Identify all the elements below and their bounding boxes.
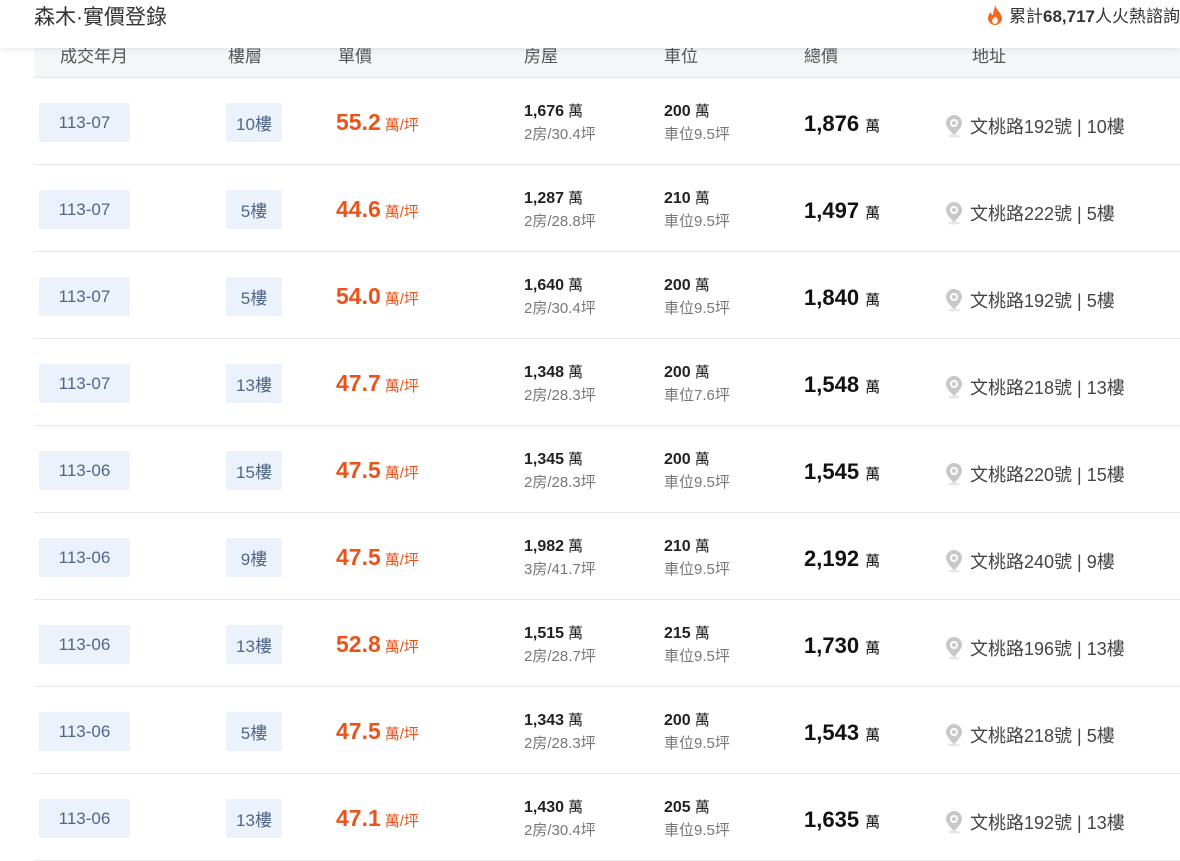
date-chip: 113-07: [39, 190, 130, 229]
house-info: 1,515 萬 2房/28.7坪: [524, 625, 596, 665]
floor-chip: 13樓: [226, 364, 282, 403]
map-pin-icon: [946, 811, 962, 834]
col-parking: 車位: [664, 47, 698, 66]
house-info: 1,287 萬 2房/28.8坪: [524, 190, 596, 230]
map-pin-icon: [946, 376, 962, 399]
date-chip: 113-06: [39, 451, 130, 490]
col-total: 總價: [804, 47, 838, 66]
unit-price: 54.0 萬/坪: [336, 283, 419, 309]
parking-info: 200 萬車位9.5坪: [664, 712, 730, 752]
house-info: 1,430 萬 2房/30.4坪: [524, 799, 596, 839]
table-row[interactable]: 113-06 13樓 52.8 萬/坪 1,515 萬 2房/28.7坪 215 萬車位…: [34, 600, 1180, 687]
address[interactable]: 文桃路222號 | 5樓: [944, 200, 1115, 226]
total-price: 1,545 萬: [804, 459, 881, 484]
house-info: 1,640 萬 2房/30.4坪: [524, 277, 596, 317]
table-row[interactable]: 113-06 5樓 47.5 萬/坪 1,343 萬 2房/28.3坪 200 萬車位9…: [34, 687, 1180, 774]
parking-info: 210 萬車位9.5坪: [664, 538, 730, 578]
date-chip: 113-07: [39, 364, 130, 403]
address[interactable]: 文桃路218號 | 5樓: [944, 722, 1115, 748]
table-row[interactable]: 113-07 13樓 47.7 萬/坪 1,348 萬 2房/28.3坪 200 萬車位…: [34, 339, 1180, 426]
floor-chip: 10樓: [226, 103, 282, 142]
unit-price: 52.8 萬/坪: [336, 631, 419, 657]
top-bar: 森木·實價登錄 累計68,717人火熱諮詢: [0, 0, 1180, 48]
address[interactable]: 文桃路192號 | 13樓: [944, 809, 1125, 835]
house-info: 1,343 萬 2房/28.3坪: [524, 712, 596, 752]
house-info: 1,982 萬 3房/41.7坪: [524, 538, 596, 578]
floor-chip: 5樓: [226, 712, 282, 751]
transaction-table: 成交年月 樓層 單價 房屋 車位 總價 地址 113-07 10樓 55.2 萬/…: [34, 0, 1180, 861]
address[interactable]: 文桃路240號 | 9樓: [944, 548, 1115, 574]
map-pin-icon: [946, 724, 962, 747]
floor-chip: 5樓: [226, 277, 282, 316]
total-price: 1,876 萬: [804, 111, 881, 136]
address[interactable]: 文桃路192號 | 10樓: [944, 113, 1125, 139]
page-title: 森木·實價登錄: [34, 6, 167, 29]
unit-price: 44.6 萬/坪: [336, 196, 419, 222]
unit-price: 47.5 萬/坪: [336, 544, 419, 570]
table-row[interactable]: 113-07 5樓 44.6 萬/坪 1,287 萬 2房/28.8坪 210 萬車位9…: [34, 165, 1180, 252]
col-house: 房屋: [524, 47, 558, 66]
table-row[interactable]: 113-06 15樓 47.5 萬/坪 1,345 萬 2房/28.3坪 200 萬車位…: [34, 426, 1180, 513]
floor-chip: 15樓: [226, 451, 282, 490]
map-pin-icon: [946, 202, 962, 225]
address[interactable]: 文桃路192號 | 5樓: [944, 287, 1115, 313]
col-address: 地址: [972, 47, 1006, 66]
total-price: 1,543 萬: [804, 720, 881, 745]
flame-icon: [988, 4, 1002, 25]
parking-info: 200 萬車位9.5坪: [664, 277, 730, 317]
floor-chip: 13樓: [226, 799, 282, 838]
date-chip: 113-06: [39, 625, 130, 664]
address[interactable]: 文桃路196號 | 13樓: [944, 635, 1125, 661]
col-date: 成交年月: [60, 47, 128, 66]
date-chip: 113-06: [39, 712, 130, 751]
unit-price: 55.2 萬/坪: [336, 109, 419, 135]
table-row[interactable]: 113-06 9樓 47.5 萬/坪 1,982 萬 3房/41.7坪 210 萬車位9…: [34, 513, 1180, 600]
total-price: 1,497 萬: [804, 198, 881, 223]
map-pin-icon: [946, 115, 962, 138]
total-price: 2,192 萬: [804, 546, 881, 571]
unit-price: 47.1 萬/坪: [336, 805, 419, 831]
house-info: 1,348 萬 2房/28.3坪: [524, 364, 596, 404]
total-price: 1,840 萬: [804, 285, 881, 310]
parking-info: 200 萬車位7.6坪: [664, 364, 730, 404]
col-unit-price: 單價: [338, 47, 372, 66]
house-info: 1,676 萬 2房/30.4坪: [524, 103, 596, 143]
parking-info: 205 萬車位9.5坪: [664, 799, 730, 839]
consult-counter[interactable]: 累計68,717人火熱諮詢: [987, 2, 1180, 27]
parking-info: 215 萬車位9.5坪: [664, 625, 730, 665]
date-chip: 113-07: [39, 103, 130, 142]
parking-info: 200 萬車位9.5坪: [664, 451, 730, 491]
parking-info: 200 萬車位9.5坪: [664, 103, 730, 143]
house-info: 1,345 萬 2房/28.3坪: [524, 451, 596, 491]
map-pin-icon: [946, 637, 962, 660]
table-row[interactable]: 113-06 13樓 47.1 萬/坪 1,430 萬 2房/30.4坪 205 萬車位…: [34, 774, 1180, 861]
map-pin-icon: [946, 550, 962, 573]
map-pin-icon: [946, 289, 962, 312]
total-price: 1,730 萬: [804, 633, 881, 658]
unit-price: 47.7 萬/坪: [336, 370, 419, 396]
date-chip: 113-07: [39, 277, 130, 316]
date-chip: 113-06: [39, 799, 130, 838]
floor-chip: 9樓: [226, 538, 282, 577]
floor-chip: 5樓: [226, 190, 282, 229]
address[interactable]: 文桃路220號 | 15樓: [944, 461, 1125, 487]
table-row[interactable]: 113-07 5樓 54.0 萬/坪 1,640 萬 2房/30.4坪 200 萬車位9…: [34, 252, 1180, 339]
total-price: 1,635 萬: [804, 807, 881, 832]
table-row[interactable]: 113-07 10樓 55.2 萬/坪 1,676 萬 2房/30.4坪 200 萬車位…: [34, 78, 1180, 165]
floor-chip: 13樓: [226, 625, 282, 664]
address[interactable]: 文桃路218號 | 13樓: [944, 374, 1125, 400]
total-price: 1,548 萬: [804, 372, 881, 397]
map-pin-icon: [946, 463, 962, 486]
col-floor: 樓層: [228, 47, 262, 66]
unit-price: 47.5 萬/坪: [336, 457, 419, 483]
date-chip: 113-06: [39, 538, 130, 577]
parking-info: 210 萬車位9.5坪: [664, 190, 730, 230]
unit-price: 47.5 萬/坪: [336, 718, 419, 744]
